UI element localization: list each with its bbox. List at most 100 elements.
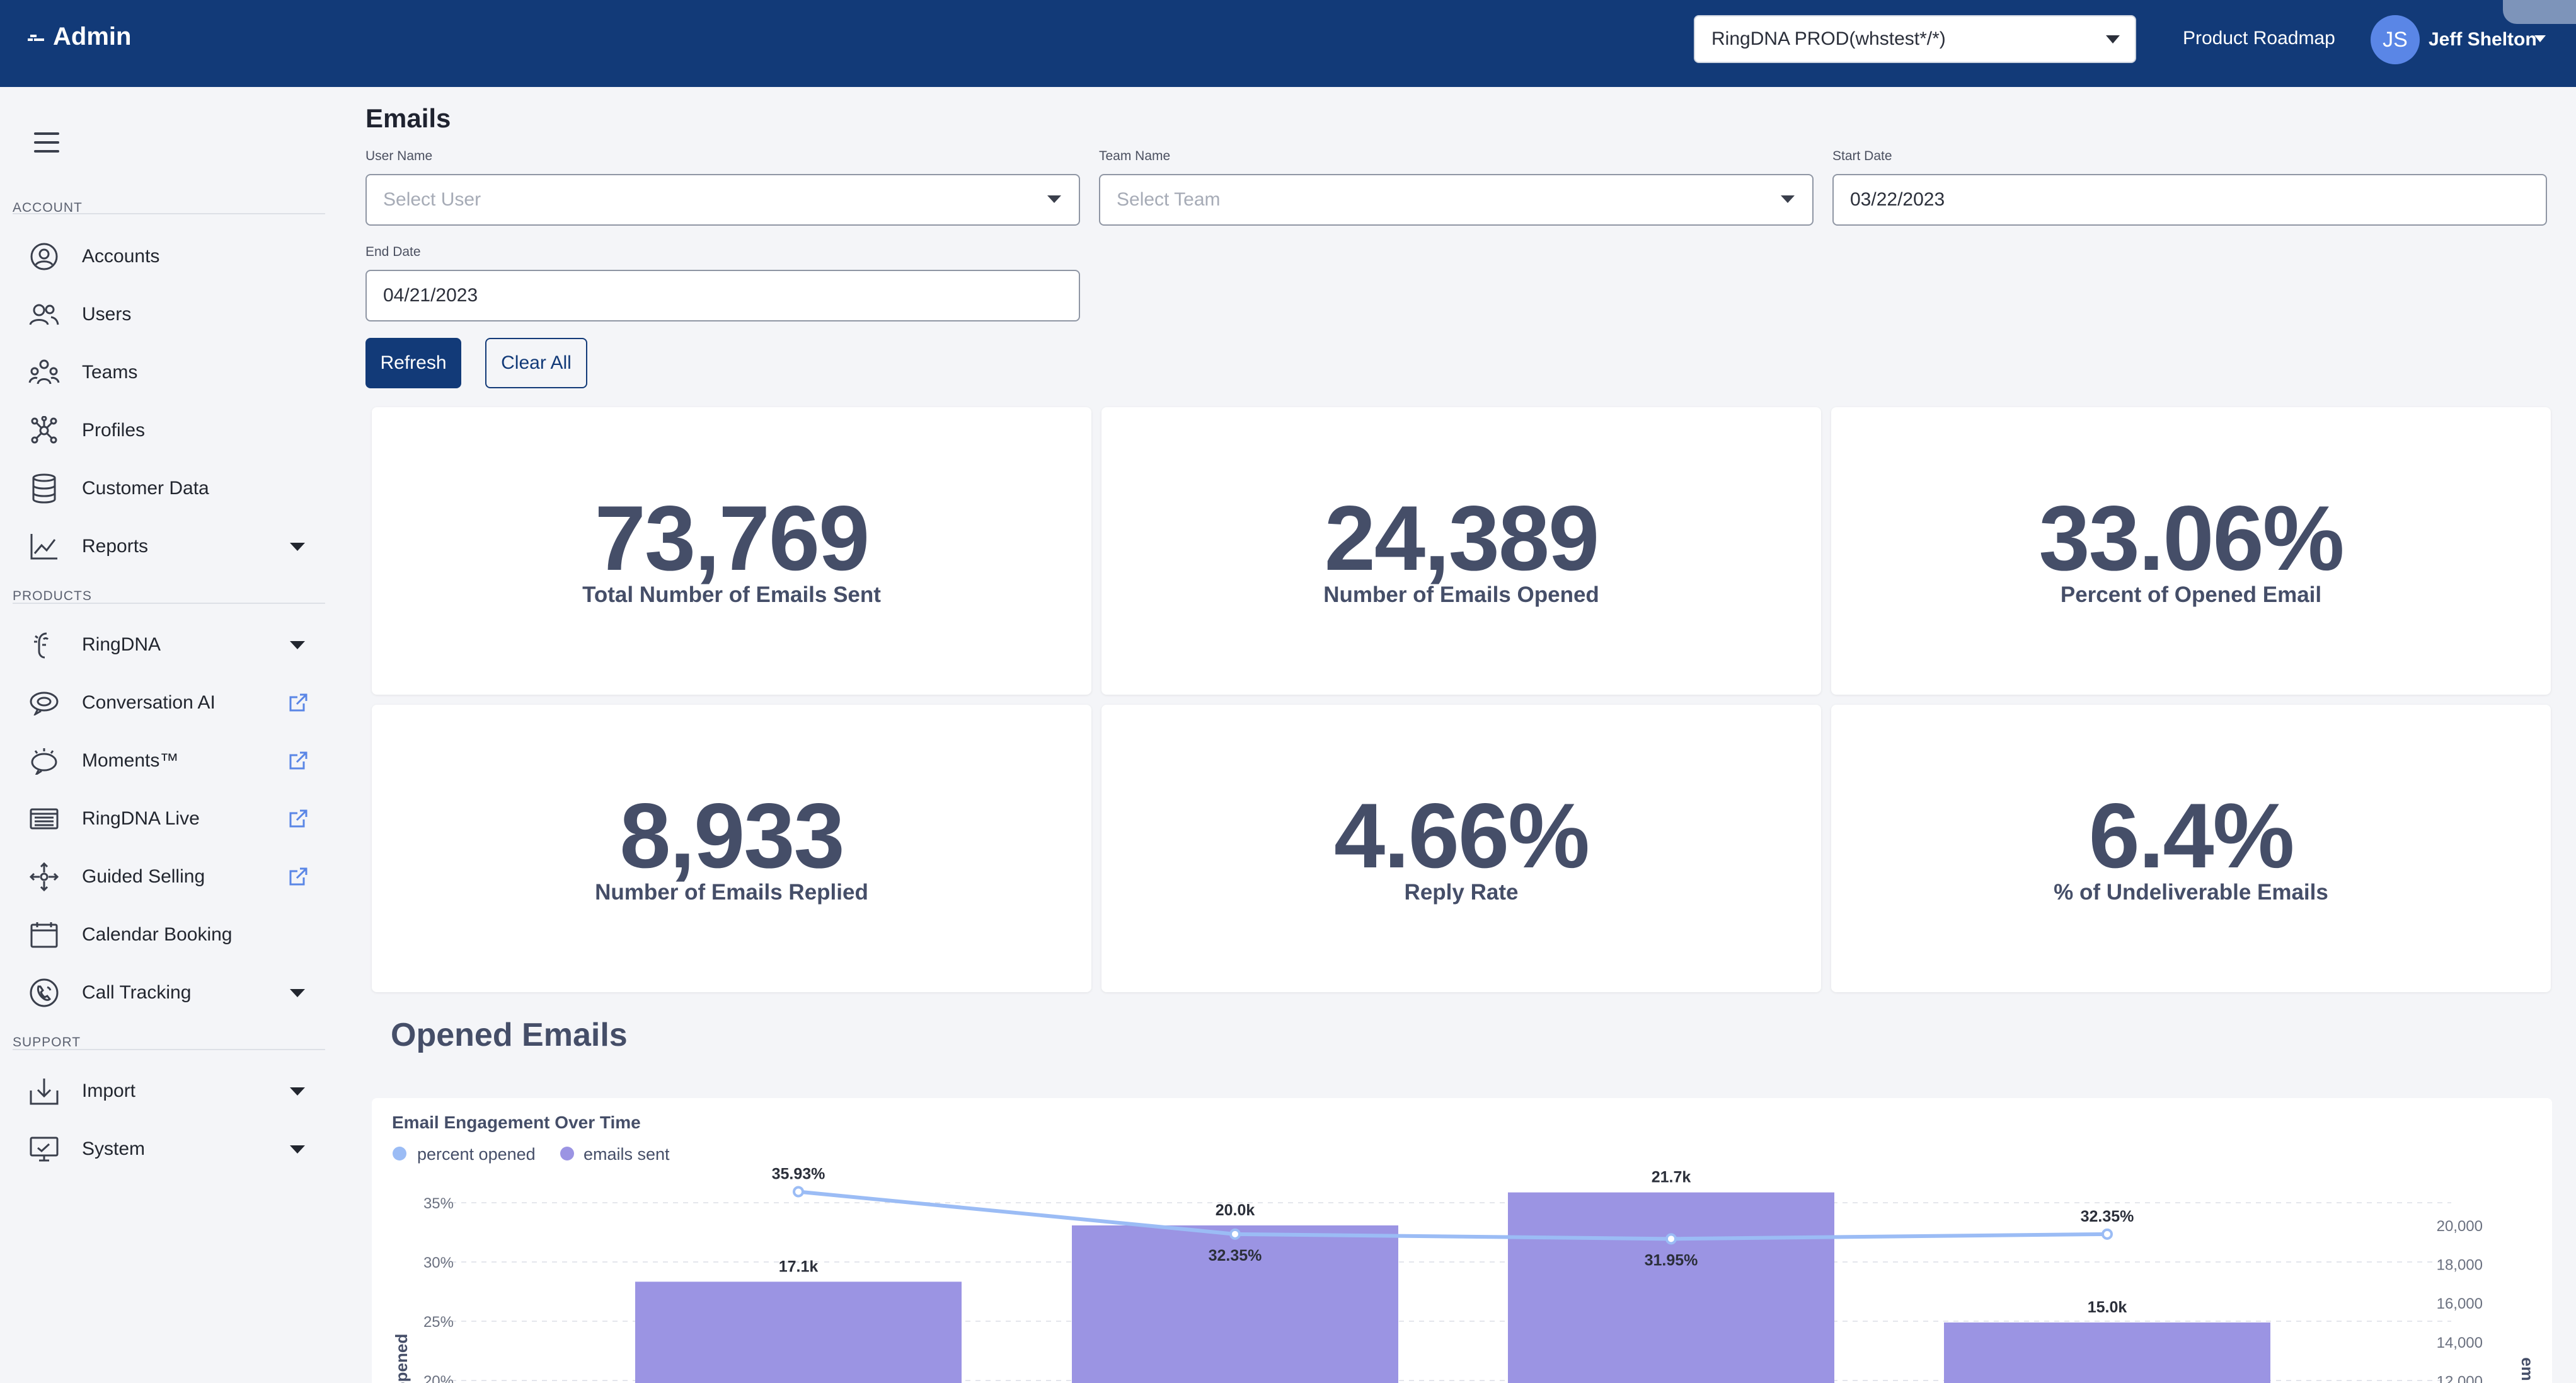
y-right-tick-label: 14,000 xyxy=(2437,1334,2483,1351)
line-data-label: 32.35% xyxy=(1209,1247,1262,1264)
call-tracking-icon xyxy=(26,975,62,1010)
chevron-down-icon xyxy=(2106,35,2120,43)
y-left-axis-label: opened xyxy=(392,1334,411,1383)
y-left-tick-label: 30% xyxy=(423,1254,454,1271)
y-right-axis-label: em xyxy=(2518,1357,2537,1381)
bar-data-label: 21.7k xyxy=(1652,1169,1691,1186)
sidebar-item-guided-selling[interactable]: Guided Selling xyxy=(0,850,328,904)
external-link-icon[interactable] xyxy=(287,750,309,772)
end-date-value: 04/21/2023 xyxy=(383,285,478,306)
sidebar-item-system[interactable]: System xyxy=(0,1122,328,1176)
y-right-tick-label: 12,000 xyxy=(2437,1373,2483,1383)
sidebar-item-teams[interactable]: Teams xyxy=(0,345,328,400)
stat-card-emails-replied: 8,933 Number of Emails Replied xyxy=(372,705,1091,992)
sidebar-item-call-tracking[interactable]: Call Tracking xyxy=(0,966,328,1020)
database-icon xyxy=(26,471,62,506)
sidebar-item-label: Call Tracking xyxy=(82,982,192,1003)
end-date-field[interactable]: 04/21/2023 xyxy=(365,270,1080,321)
account-circle-icon xyxy=(26,239,62,274)
start-date-label: Start Date xyxy=(1832,149,1892,163)
sidebar-item-label: Users xyxy=(82,304,132,325)
chevron-down-icon[interactable] xyxy=(290,542,305,551)
sidebar-item-reports[interactable]: Reports xyxy=(0,519,328,574)
user-name-label: User Name xyxy=(365,149,433,163)
chart-title: Email Engagement Over Time xyxy=(392,1113,641,1132)
brand-logo[interactable]: Admin xyxy=(28,23,131,51)
line-point-percent-opened xyxy=(2102,1228,2113,1240)
end-date-label: End Date xyxy=(365,245,421,259)
chevron-down-icon[interactable] xyxy=(290,988,305,997)
clear-all-button[interactable]: Clear All xyxy=(485,338,587,388)
external-link-icon[interactable] xyxy=(287,692,309,714)
stat-value: 8,933 xyxy=(619,784,844,887)
stat-caption: % of Undeliverable Emails xyxy=(2054,880,2328,905)
sidebar-item-users[interactable]: Users xyxy=(0,287,328,342)
chevron-down-icon xyxy=(1047,195,1061,203)
email-engagement-chart: Email Engagement Over Time percent opened… xyxy=(392,1113,2537,1383)
user-menu-chevron-icon[interactable] xyxy=(2534,35,2546,42)
stat-value: 24,389 xyxy=(1324,487,1600,589)
bar-data-label: 15.0k xyxy=(2088,1299,2127,1316)
stat-card-emails-sent: 73,769 Total Number of Emails Sent xyxy=(372,407,1091,695)
divider xyxy=(13,1049,325,1050)
external-link-icon[interactable] xyxy=(287,866,309,888)
sidebar-item-label: Calendar Booking xyxy=(82,924,233,945)
bar-emails-sent xyxy=(1072,1225,1398,1383)
chevron-down-icon[interactable] xyxy=(290,1145,305,1154)
corner-tab[interactable] xyxy=(2503,0,2576,24)
system-icon xyxy=(26,1131,62,1167)
live-icon xyxy=(26,801,62,836)
divider xyxy=(13,603,325,604)
sidebar-item-conversation-ai[interactable]: Conversation AI xyxy=(0,676,328,730)
stat-caption: Reply Rate xyxy=(1404,880,1519,905)
chevron-down-icon[interactable] xyxy=(290,640,305,649)
line-data-label: 35.93% xyxy=(772,1166,825,1183)
user-menu-name[interactable]: Jeff Shelton xyxy=(2429,29,2537,50)
ringdna-icon xyxy=(26,627,62,663)
stat-caption: Number of Emails Replied xyxy=(595,880,868,905)
conversation-icon xyxy=(26,685,62,720)
sidebar-item-moments[interactable]: Moments™ xyxy=(0,734,328,788)
section-title-opened-emails: Opened Emails xyxy=(391,1017,628,1053)
teams-icon xyxy=(26,355,62,390)
hamburger-menu-icon[interactable] xyxy=(34,132,59,154)
line-point-percent-opened xyxy=(1665,1233,1677,1245)
sidebar-item-label: Accounts xyxy=(82,246,160,267)
sidebar-item-customer-data[interactable]: Customer Data xyxy=(0,461,328,516)
product-roadmap-link[interactable]: Product Roadmap xyxy=(2183,28,2335,49)
y-left-tick-label: 25% xyxy=(423,1314,454,1331)
stat-caption: Total Number of Emails Sent xyxy=(582,582,881,607)
environment-select[interactable]: RingDNA PROD(whstest*/*) xyxy=(1694,15,2136,63)
sidebar-item-import[interactable]: Import xyxy=(0,1064,328,1118)
sidebar-item-label: Moments™ xyxy=(82,750,179,771)
external-link-icon[interactable] xyxy=(287,808,309,830)
user-select[interactable]: Select User xyxy=(365,174,1080,226)
sidebar-section-account: ACCOUNT xyxy=(13,200,83,215)
sidebar-section-support: SUPPORT xyxy=(13,1035,81,1050)
sidebar-item-profiles[interactable]: Profiles xyxy=(0,403,328,458)
sidebar-item-label: Customer Data xyxy=(82,478,209,499)
legend-label-percent-opened: percent opened xyxy=(417,1145,536,1164)
team-select[interactable]: Select Team xyxy=(1099,174,1814,226)
stat-card-undeliverable: 6.4% % of Undeliverable Emails xyxy=(1831,705,2551,992)
avatar[interactable]: JS xyxy=(2371,15,2420,64)
sidebar-item-calendar-booking[interactable]: Calendar Booking xyxy=(0,908,328,962)
legend-marker-emails-sent xyxy=(560,1147,574,1160)
bar-data-label: 17.1k xyxy=(779,1258,819,1275)
refresh-button[interactable]: Refresh xyxy=(365,338,461,388)
moments-icon xyxy=(26,743,62,778)
sidebar-item-accounts[interactable]: Accounts xyxy=(0,229,328,284)
y-right-tick-label: 20,000 xyxy=(2437,1218,2483,1235)
start-date-field[interactable]: 03/22/2023 xyxy=(1832,174,2547,226)
brand-title: Admin xyxy=(53,23,132,50)
stat-caption: Percent of Opened Email xyxy=(2060,582,2322,607)
chart-panel: Email Engagement Over Time percent opened… xyxy=(372,1098,2552,1383)
sidebar-item-ringdna-live[interactable]: RingDNA Live xyxy=(0,792,328,846)
bar-emails-sent xyxy=(635,1282,962,1383)
sidebar-item-label: Teams xyxy=(82,362,138,383)
sidebar-section-products: PRODUCTS xyxy=(13,589,92,603)
sidebar-item-label: Guided Selling xyxy=(82,866,205,887)
y-left-tick-label: 20% xyxy=(423,1373,454,1383)
chevron-down-icon[interactable] xyxy=(290,1087,305,1096)
sidebar-item-ringdna[interactable]: RingDNA xyxy=(0,618,328,672)
